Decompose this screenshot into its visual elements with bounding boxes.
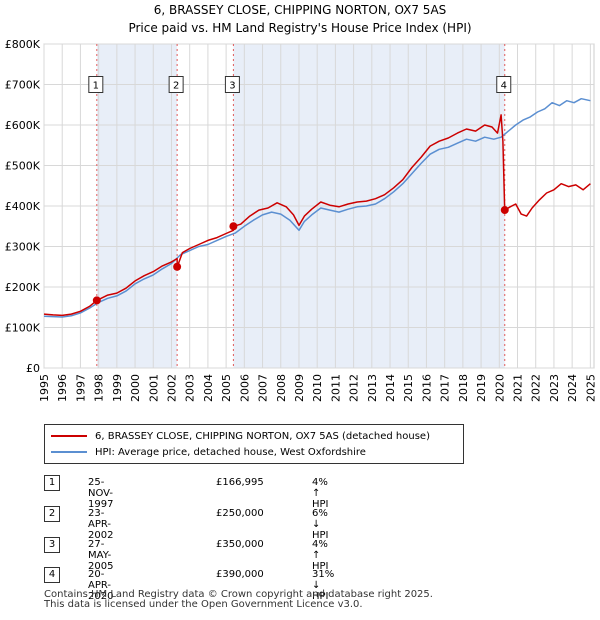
transaction-point bbox=[92, 296, 101, 305]
x-tick-label: 2014 bbox=[384, 374, 397, 402]
legend: 6, BRASSEY CLOSE, CHIPPING NORTON, OX7 5… bbox=[44, 424, 464, 464]
transaction-price: £250,000 bbox=[216, 508, 264, 519]
x-tick-label: 2005 bbox=[220, 374, 233, 402]
transaction-box-label: 2 bbox=[173, 81, 179, 92]
legend-swatch-hpi bbox=[51, 451, 87, 453]
hpi-line bbox=[43, 97, 591, 318]
transaction-box bbox=[496, 76, 512, 93]
grid-lines bbox=[43, 43, 595, 369]
x-tick-label: 1995 bbox=[38, 374, 51, 402]
transaction-date: 20-APR-2020 bbox=[88, 569, 114, 602]
x-tick-label: 1998 bbox=[93, 374, 106, 402]
footer-line-licence: This data is licensed under the Open Gov… bbox=[44, 599, 363, 610]
transaction-point bbox=[173, 262, 182, 271]
transaction-hpi: 4% ↑ HPI bbox=[312, 539, 329, 572]
x-tick-label: 2007 bbox=[257, 374, 270, 402]
transaction-point bbox=[229, 222, 238, 231]
x-tick-label: 2025 bbox=[584, 374, 597, 402]
property-price-line bbox=[43, 114, 591, 317]
footer-line-copyright: Contains HM Land Registry data © Crown c… bbox=[44, 589, 433, 600]
transaction-box bbox=[224, 76, 240, 93]
transaction-date: 25-NOV-1997 bbox=[88, 477, 114, 510]
transaction-box-label: 3 bbox=[229, 81, 235, 92]
x-tick-label: 2021 bbox=[512, 374, 525, 402]
y-axis-ticks: £0 £100K £200K £300K £400K £500K £600K £700K £80… bbox=[5, 38, 41, 375]
transaction-price: £350,000 bbox=[216, 539, 264, 550]
transaction-price: £166,995 bbox=[216, 477, 264, 488]
y-tick-label: £700K bbox=[5, 79, 41, 92]
transaction-point bbox=[500, 206, 509, 215]
y-tick-label: £800K bbox=[5, 38, 41, 51]
x-tick-label: 2012 bbox=[348, 374, 361, 402]
x-tick-label: 2001 bbox=[147, 374, 160, 402]
y-tick-label: £300K bbox=[5, 241, 41, 254]
legend-label-property: 6, BRASSEY CLOSE, CHIPPING NORTON, OX7 5… bbox=[95, 430, 430, 442]
x-tick-label: 2016 bbox=[420, 374, 433, 402]
x-tick-label: 2020 bbox=[493, 374, 506, 402]
x-tick-label: 2024 bbox=[566, 374, 579, 402]
x-tick-label: 2017 bbox=[439, 374, 452, 402]
transaction-hpi: 4% ↑ HPI bbox=[312, 477, 329, 510]
x-tick-label: 2009 bbox=[293, 374, 306, 402]
x-tick-label: 2019 bbox=[475, 374, 488, 402]
x-tick-label: 2008 bbox=[275, 374, 288, 402]
x-tick-label: 2018 bbox=[457, 374, 470, 402]
transaction-price: £390,000 bbox=[216, 569, 264, 580]
footer: Contains HM Land Registry data © Crown c… bbox=[44, 590, 433, 610]
transaction-hpi: 6% ↓ HPI bbox=[312, 508, 329, 541]
x-tick-label: 2022 bbox=[530, 374, 543, 402]
transaction-box bbox=[88, 76, 104, 93]
legend-item-property: 6, BRASSEY CLOSE, CHIPPING NORTON, OX7 5… bbox=[51, 429, 430, 443]
x-tick-label: 2013 bbox=[366, 374, 379, 402]
transaction-hpi: 31% ↓ HPI bbox=[312, 569, 335, 602]
y-tick-label: £0 bbox=[26, 362, 40, 375]
y-tick-label: £100K bbox=[5, 322, 41, 335]
y-tick-label: £600K bbox=[5, 119, 41, 132]
legend-label-hpi: HPI: Average price, detached house, West… bbox=[95, 446, 366, 458]
x-tick-label: 2011 bbox=[329, 374, 342, 402]
transaction-points bbox=[92, 206, 509, 305]
transaction-box bbox=[168, 76, 184, 93]
chart-title: 6, BRASSEY CLOSE, CHIPPING NORTON, OX7 5… bbox=[154, 3, 447, 17]
x-tick-label: 2010 bbox=[311, 374, 324, 402]
x-tick-label: 1999 bbox=[111, 374, 124, 402]
series-lines bbox=[43, 97, 591, 318]
transaction-date: 27-MAY-2005 bbox=[88, 539, 114, 572]
x-tick-label: 1996 bbox=[56, 374, 69, 402]
x-tick-label: 1997 bbox=[74, 374, 87, 402]
chart-subtitle: Price paid vs. HM Land Registry's House … bbox=[128, 21, 471, 35]
transaction-box-label: 1 bbox=[93, 81, 99, 92]
transaction-number: 1 bbox=[44, 475, 60, 491]
legend-item-hpi: HPI: Average price, detached house, West… bbox=[51, 445, 366, 459]
x-tick-label: 2000 bbox=[129, 374, 142, 402]
transaction-number: 4 bbox=[44, 567, 60, 583]
x-tick-label: 2023 bbox=[548, 374, 561, 402]
x-axis-ticks: 1995 1996 1997 1998 1999 2000 2001 2002 2003 2004… bbox=[38, 374, 597, 402]
transaction-date: 23-APR-2002 bbox=[88, 508, 114, 541]
x-tick-label: 2004 bbox=[202, 374, 215, 402]
transaction-number: 3 bbox=[44, 537, 60, 553]
y-tick-label: £200K bbox=[5, 281, 41, 294]
price-chart: 6, BRASSEY CLOSE, CHIPPING NORTON, OX7 5… bbox=[5, 3, 598, 402]
transaction-labels: 1 2 3 4 bbox=[88, 76, 512, 93]
x-tick-label: 2015 bbox=[402, 374, 415, 402]
x-tick-label: 2003 bbox=[184, 374, 197, 402]
legend-swatch-property bbox=[51, 435, 87, 437]
x-tick-label: 2002 bbox=[165, 374, 178, 402]
y-tick-label: £400K bbox=[5, 200, 41, 213]
transaction-number: 2 bbox=[44, 506, 60, 522]
x-tick-label: 2006 bbox=[238, 374, 251, 402]
transaction-box-label: 4 bbox=[501, 81, 507, 92]
y-tick-label: £500K bbox=[5, 160, 41, 173]
